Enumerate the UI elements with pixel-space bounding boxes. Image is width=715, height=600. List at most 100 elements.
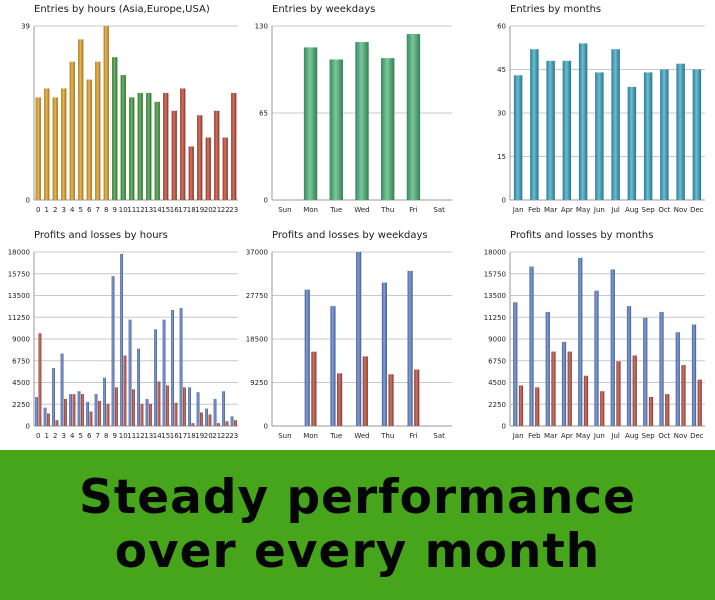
profits-bar [407,270,413,426]
losses-bar [518,385,524,426]
profits-bar [94,394,98,426]
bar [222,137,228,200]
x-tick-label: 2 [53,432,57,440]
profits-bar [691,324,697,426]
losses-bar [414,369,420,426]
x-tick-label: Jan [512,206,524,214]
profits-bar [179,308,183,426]
profits-bar [171,310,174,426]
y-tick-label: 0 [502,423,506,431]
x-tick-label: 21 [212,432,221,440]
entries-weekdays-chart: Entries by weekdays 0 65 130 Sun Mon Tue Wed Thu… [255,4,452,214]
losses-bar [115,387,118,426]
x-tick-label: 9 [113,206,117,214]
losses-bar [535,387,540,426]
x-tick-label: 8 [104,432,108,440]
profits-bar [626,306,632,426]
x-tick-label: 14 [153,206,162,214]
chart-title: Entries by hours (Asia,Europe,USA) [34,4,210,15]
y-tick-label: 60 [497,23,506,31]
bar [112,57,118,200]
x-tick-label: Thu [380,432,394,440]
profits-bar [643,317,648,426]
bar [103,26,109,200]
y-tick-label: 2250 [488,401,506,409]
x-tick-label: Sat [433,432,445,440]
x-tick-label: 11 [127,206,136,214]
x-tick-label: 13 [144,432,153,440]
losses-bar [38,333,42,426]
bar [643,72,653,200]
x-tick-label: 12 [136,206,145,214]
x-tick-label: Mon [303,206,318,214]
y-tick-label: 4500 [488,379,506,387]
x-tick-label: Jun [593,206,605,214]
bar [231,92,237,200]
profits-bar [330,306,336,426]
bar [171,110,177,200]
caption-banner: Steady performance over every month [0,450,715,600]
x-tick-label: 10 [119,432,128,440]
x-tick-label: Apr [561,206,573,214]
x-tick-label: 6 [87,206,92,214]
profits-bar [610,269,615,426]
x-tick-label: Tue [329,432,342,440]
x-tick-label: Jul [610,432,620,440]
profits-bar [86,401,89,426]
y-tick-label: 27750 [246,292,268,300]
profits-bar [196,392,200,426]
losses-bar [72,394,76,426]
bar [52,97,58,200]
bar [129,97,135,200]
x-tick-label: Oct [658,206,670,214]
x-tick-label: 1 [45,432,49,440]
losses-bar [174,402,178,426]
x-tick-label: 4 [70,432,75,440]
banner-line-2: over every month [114,524,601,579]
y-tick-label: 4500 [12,379,30,387]
bar [137,92,143,200]
losses-bar [225,421,229,426]
losses-bar [123,355,127,426]
bar [329,59,343,200]
losses-bar [551,351,556,426]
y-tick-label: 15750 [484,270,506,278]
profits-bar [578,257,583,426]
losses-bar [311,351,317,426]
losses-bar [149,403,152,426]
profits-bar [561,341,567,426]
bar [355,42,369,200]
bar [627,86,637,200]
x-tick-label: Fri [409,432,417,440]
entries-months-chart: Entries by months 0 15 30 45 60 Jan Feb Mar Apr Ma… [497,4,705,214]
x-tick-label: 15 [161,432,170,440]
x-tick-label: Dec [690,206,704,214]
x-tick-label: 17 [178,206,187,214]
bar [69,61,75,200]
bar [205,137,211,200]
losses-bar [697,379,702,426]
bar [692,69,702,200]
charts-area: Entries by hours (Asia,Europe,USA) 0 39 0 1 2… [7,4,705,440]
x-tick-label: Sat [433,206,445,214]
x-tick-label: May [576,432,590,440]
profits-bar [529,266,534,426]
x-tick-label: 20 [204,432,213,440]
x-tick-label: 11 [127,432,136,440]
losses-bar [388,374,394,426]
x-tick-label: Wed [354,432,369,440]
x-tick-label: 16 [170,206,179,214]
y-tick-label: 0 [264,197,268,205]
x-tick-label: 19 [195,206,204,214]
y-tick-label: 9250 [250,379,268,387]
x-tick-label: 3 [62,432,66,440]
y-tick-label: 0 [26,423,30,431]
x-tick-label: 21 [212,206,221,214]
losses-bar [55,420,59,426]
x-tick-label: Mar [544,206,557,214]
y-tick-label: 30 [497,110,506,118]
bar [120,75,126,200]
x-tick-label: 2 [53,206,57,214]
x-tick-label: 22 [221,206,230,214]
